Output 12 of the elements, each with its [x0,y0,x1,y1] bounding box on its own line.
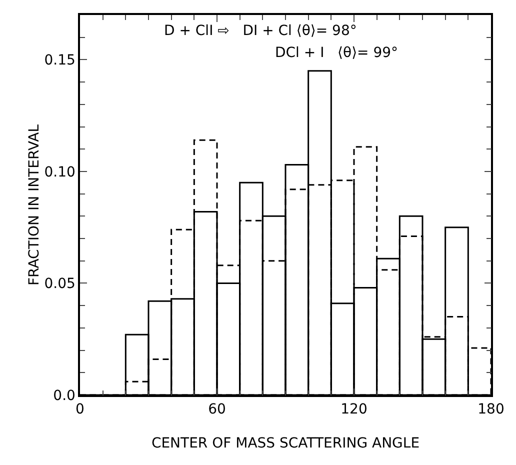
x-tick-label: 180 [478,402,504,418]
annotation: D + ClI ⇨ DI + Cl ⟨θ⟩= 98° [164,23,357,39]
y-axis-title: FRACTION IN INTERVAL [26,124,42,286]
y-tick-label: 0.15 [44,52,76,69]
x-tick-label: 0 [76,402,84,418]
annotation: DCl + I ⟨θ⟩= 99° [275,45,398,61]
x-tick-label: 60 [208,402,226,418]
y-tick-label: 0.05 [44,276,76,292]
x-tick-label: 120 [340,402,368,418]
y-tick-label: 0.0 [53,388,76,404]
x-axis-title: CENTER OF MASS SCATTERING ANGLE [151,436,420,452]
y-tick-label: 0.10 [44,164,76,180]
